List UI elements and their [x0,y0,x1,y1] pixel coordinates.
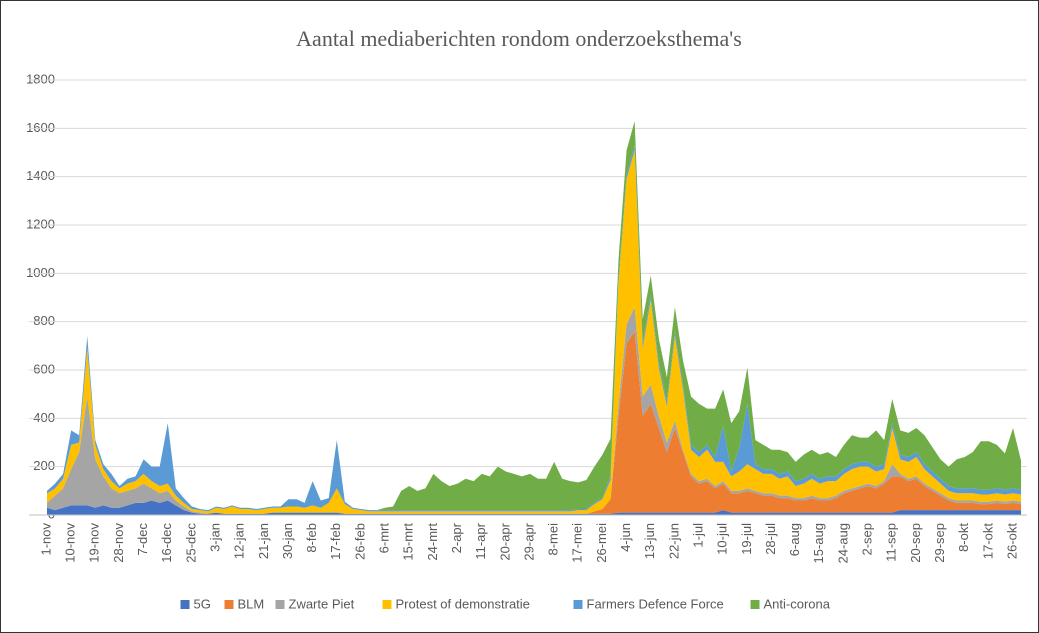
x-tick-label: 4-jun [618,523,633,552]
legend-swatch [275,600,285,609]
legend-label: Protest of demonstratie [396,596,530,611]
legend-label: Farmers Defence Force [587,596,724,611]
legend-label: Anti-corona [764,596,831,611]
y-tick-label: 1400 [26,168,55,183]
x-tick-label: 19-jul [739,523,754,555]
area [47,307,1022,514]
x-tick-label: 10-nov [63,523,78,563]
x-tick-label: 7-dec [135,523,150,556]
legend-label: Zwarte Piet [289,596,355,611]
x-tick-label: 2-apr [449,522,464,553]
x-tick-label: 20-sep [908,523,923,563]
x-tick-label: 16-dec [159,523,174,563]
x-tick-label: 28-jul [763,523,778,555]
area [47,331,1022,514]
legend-swatch [750,600,760,609]
x-tick-label: 8-okt [956,523,971,552]
x-tick-label: 26-mei [594,523,609,563]
x-tick-label: 17-feb [328,523,343,560]
y-tick-label: 1200 [26,216,55,231]
x-tick-label: 22-jun [666,523,681,559]
y-tick-label: 1600 [26,120,55,135]
x-tick-label: 29-sep [932,523,947,563]
x-tick-label: 19-nov [87,523,102,563]
x-tick-label: 29-apr [521,522,536,560]
legend-swatch [224,600,234,609]
x-tick-label: 13-jun [642,523,657,559]
y-tick-label: 400 [33,410,55,425]
legend-label: BLM [238,596,265,611]
x-tick-label: 25-dec [183,523,198,563]
area [47,121,1022,511]
x-tick-label: 1-nov [38,523,53,556]
x-tick-label: 3-jan [207,523,222,552]
x-tick-label: 30-jan [280,523,295,559]
x-tick-label: 24-aug [835,523,850,563]
x-tick-label: 24-mrt [425,523,440,561]
legend-swatch [180,600,190,609]
chart-title: Aantal mediaberichten rondom onderzoekst… [296,26,742,51]
x-tick-label: 2-sep [860,523,875,556]
x-tick-label: 6-aug [787,523,802,556]
x-tick-label: 17-okt [980,523,995,560]
area [47,500,1022,515]
x-tick-label: 11-sep [884,523,899,562]
y-tick-label: 200 [33,458,55,473]
x-tick-label: 6-mrt [377,523,392,554]
y-tick-label: 600 [33,361,55,376]
legend: 5G BLM Zwarte Piet Protest of demonstratie F… [180,596,831,611]
y-tick-label: 1800 [26,71,55,86]
legend-swatch [573,600,583,609]
x-tick-label: 12-jan [232,523,247,559]
x-tick-label: 8-feb [304,523,319,553]
x-tick-label: 11-apr [473,522,488,559]
area [47,150,1022,514]
x-tick-label: 28-nov [111,523,126,563]
x-tick-label: 15-mrt [401,523,416,561]
y-tick-label: 1000 [26,265,55,280]
x-tick-label: 15-aug [811,523,826,563]
legend-swatch [382,600,392,609]
x-tick-label: 26-feb [352,523,367,560]
x-tick-label: 17-mei [570,523,585,563]
x-tick-label: 1-jul [690,523,705,548]
y-tick-label: 800 [33,313,55,328]
x-tick-label: 20-apr [497,522,512,560]
x-tick-label: 10-jul [715,523,730,555]
x-tick-label: 26-okt [1004,523,1019,560]
x-tick-label: 21-jan [256,523,271,559]
x-tick-label: 8-mei [546,523,561,556]
legend-label: 5G [194,596,211,611]
